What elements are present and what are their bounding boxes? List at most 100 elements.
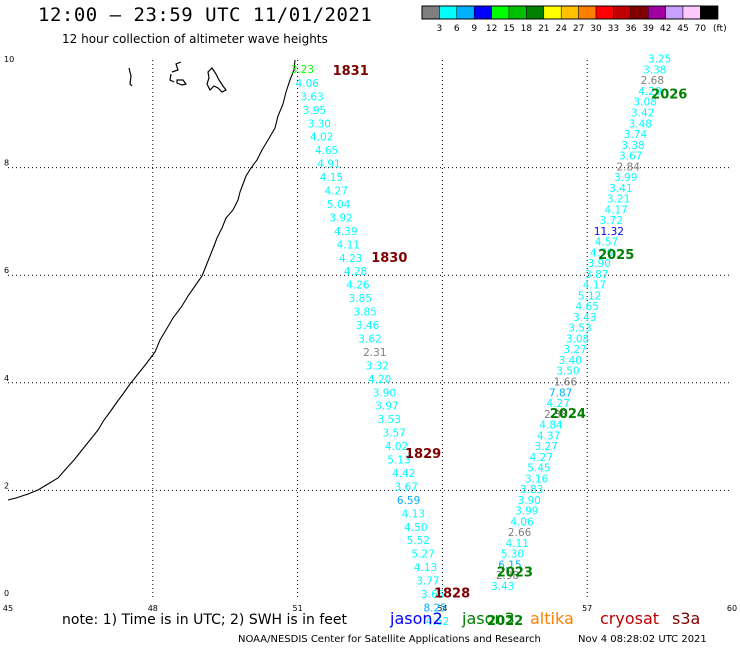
- wave-height-value: 3.77: [416, 576, 439, 588]
- wave-height-value: 2.31: [363, 347, 386, 359]
- colorbar-label: 24: [555, 24, 567, 34]
- wave-height-value: 2.38: [544, 409, 567, 421]
- colorbar-swatch: [526, 5, 545, 20]
- wave-height-value: 3.08: [633, 97, 656, 109]
- wave-height-value: 4.37: [537, 430, 560, 442]
- wave-height-value: 4.15: [320, 172, 343, 184]
- wave-height-value: 3.72: [600, 215, 623, 227]
- wave-height-value: 3.67: [619, 151, 642, 163]
- colorbar-swatch: [700, 5, 719, 20]
- island-shape: [176, 79, 188, 86]
- colorbar-label: 15: [503, 24, 514, 34]
- legend-altika: altika: [530, 609, 574, 628]
- island-shape: [206, 67, 227, 93]
- colorbar-label: 45: [677, 24, 688, 34]
- wave-height-value: 3.90: [588, 258, 611, 270]
- wave-height-value: 7.87: [549, 387, 572, 399]
- wave-height-value: 3.38: [621, 140, 644, 152]
- wave-height-value: 2.98: [496, 570, 519, 582]
- colorbar-swatch: [473, 5, 492, 20]
- wave-height-value: 5.13: [387, 455, 410, 467]
- wave-height-value: 3.97: [375, 401, 398, 413]
- wave-height-value: 4.26: [346, 280, 370, 292]
- wave-height-value: 4.17: [583, 280, 606, 292]
- colorbar-label: 27: [573, 24, 584, 34]
- wave-height-value: 3.43: [573, 312, 596, 324]
- y-tick-label: 10: [4, 55, 14, 64]
- legend-s3a: s3a: [672, 609, 701, 628]
- x-tick-label: 54: [437, 604, 447, 613]
- colorbar-swatch: [647, 5, 666, 20]
- footer-note: note: 1) Time is in UTC; 2) SWH is in fe…: [62, 612, 348, 628]
- wave-height-value: 3.62: [358, 333, 381, 345]
- wave-height-value: 4.57: [595, 237, 618, 249]
- wave-height-value: 5.27: [411, 549, 434, 561]
- legend-jason2: jason2: [390, 609, 443, 628]
- x-tick-label: 45: [3, 604, 13, 613]
- wave-height-value: 3.38: [643, 64, 666, 76]
- grid-lines: [8, 60, 732, 598]
- pass-time-label: 2026: [651, 88, 687, 103]
- wave-height-labels: 3.234.063.633.953.304.024.654.914.154.27…: [291, 54, 672, 628]
- colorbar-swatch: [630, 5, 649, 20]
- wave-height-value: 3.43: [491, 581, 514, 593]
- pass-time-labels: 1831 1830 1829 1828 2026 2025 2024 2023 2022: [333, 64, 688, 629]
- wave-height-value: 3.92: [329, 212, 352, 224]
- wave-height-value: 3.32: [366, 360, 389, 372]
- y-tick-label: 2: [4, 481, 9, 490]
- x-tick-label: 60: [727, 604, 737, 613]
- wave-height-value: 5.45: [527, 463, 550, 475]
- colorbar-swatch: [682, 5, 701, 20]
- wave-height-value: 4.27: [325, 186, 348, 198]
- wave-height-value: 4.17: [604, 204, 627, 216]
- colorbar-swatch: [560, 5, 579, 20]
- wave-height-value: 4.27: [530, 452, 553, 464]
- wave-height-value: 3.42: [631, 107, 654, 119]
- wave-height-value: 3.99: [614, 172, 637, 184]
- colorbar-unit: (ft): [713, 24, 727, 34]
- wave-height-value: 3.46: [356, 320, 380, 332]
- colorbar-swatch: [491, 5, 510, 20]
- wave-height-value: 4.13: [402, 508, 425, 520]
- wave-height-value: 6.59: [397, 495, 420, 507]
- colorbar-swatch: [543, 5, 562, 20]
- colorbar-border: [421, 5, 719, 20]
- wave-height-value: 3.30: [308, 118, 331, 130]
- pass-time-label: 1831: [333, 64, 369, 79]
- wave-height-value: 2.84: [617, 161, 641, 173]
- legend-cryosat: cryosat: [600, 609, 660, 628]
- wave-height-value: 2.66: [508, 527, 532, 539]
- wave-height-value: 3.40: [559, 355, 582, 367]
- wave-height-value: 3.74: [624, 129, 648, 141]
- colorbar-swatch: [439, 5, 458, 20]
- wave-height-value: 3.90: [518, 495, 541, 507]
- wave-height-value: 4.02: [310, 132, 333, 144]
- colorbar-swatch: [595, 5, 614, 20]
- island-group: [128, 61, 227, 93]
- colorbar-label: 36: [625, 24, 637, 34]
- wave-height-value: 3.08: [566, 333, 589, 345]
- wave-height-value: 3.57: [382, 428, 405, 440]
- pass-time-label: 2022: [487, 614, 523, 629]
- wave-height-value: 4.39: [334, 226, 357, 238]
- island-shape: [128, 67, 133, 87]
- wave-height-value: 8.25: [423, 602, 446, 614]
- wave-height-value: 4.20: [368, 374, 391, 386]
- colorbar-label: 30: [590, 24, 602, 34]
- pass-time-label: 2024: [550, 407, 586, 422]
- colorbar-swatch: [508, 5, 527, 20]
- color-legend: 3 6 9 12 15 18 21 24 27 30 33 36 39 42 45 70 (ft): [421, 5, 727, 34]
- colorbar-label: 33: [608, 24, 619, 34]
- pass-time-label: 1830: [371, 251, 407, 266]
- wave-height-value: 3.50: [556, 366, 579, 378]
- wave-height-value: 4.02: [385, 441, 408, 453]
- pass-time-label: 2023: [497, 565, 533, 580]
- colorbar-swatch: [613, 5, 632, 20]
- wave-height-value: 3.83: [520, 484, 543, 496]
- colorbar-label: 21: [538, 24, 549, 34]
- wave-height-value: 5.04: [327, 199, 351, 211]
- coastline: [7, 59, 296, 501]
- wave-height-value: 11.32: [594, 226, 624, 238]
- wave-height-value: 3.63: [300, 91, 323, 103]
